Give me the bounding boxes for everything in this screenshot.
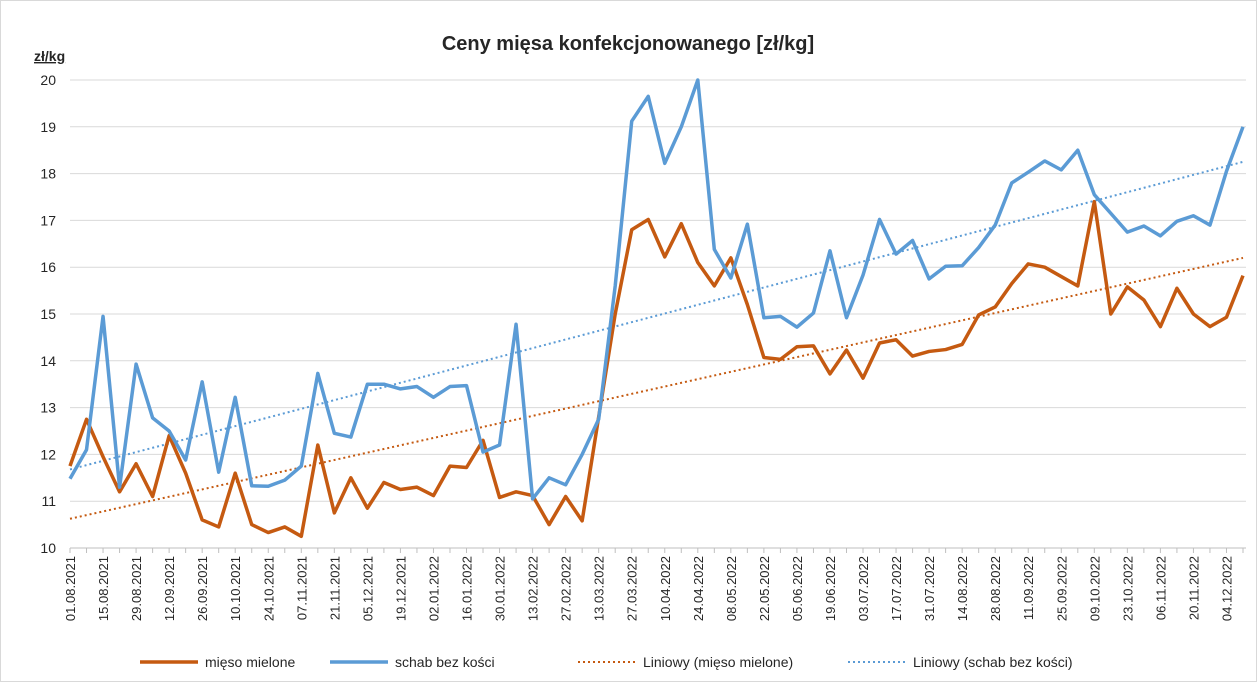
x-tick-label: 29.08.2021 bbox=[129, 556, 144, 621]
x-tick-label: 27.02.2022 bbox=[559, 556, 574, 621]
x-tick-label: 23.10.2022 bbox=[1120, 556, 1135, 621]
y-tick-label: 13 bbox=[40, 400, 56, 416]
legend-label: Liniowy (mięso mielone) bbox=[643, 654, 793, 670]
chart-title: Ceny mięsa konfekcjonowanego [zł/kg] bbox=[442, 33, 814, 55]
x-tick-label: 25.09.2022 bbox=[1054, 556, 1069, 621]
x-tick-label: 16.01.2022 bbox=[460, 556, 475, 621]
x-tick-label: 19.12.2021 bbox=[393, 556, 408, 621]
x-tick-label: 30.01.2022 bbox=[493, 556, 508, 621]
x-tick-label: 10.10.2021 bbox=[228, 556, 243, 621]
x-tick-label: 17.07.2022 bbox=[889, 556, 904, 621]
x-tick-label: 21.11.2021 bbox=[327, 556, 342, 620]
x-tick-label: 22.05.2022 bbox=[757, 556, 772, 621]
y-tick-label: 19 bbox=[40, 119, 56, 135]
legend-label: mięso mielone bbox=[205, 654, 295, 670]
series-line bbox=[68, 199, 1245, 539]
x-tick-label: 24.10.2021 bbox=[261, 556, 276, 621]
x-tick-label: 19.06.2022 bbox=[823, 556, 838, 621]
x-tick-label: 31.07.2022 bbox=[922, 556, 937, 621]
x-tick-label: 04.12.2022 bbox=[1219, 556, 1234, 621]
x-tick-label: 24.04.2022 bbox=[691, 556, 706, 621]
legend-label: schab bez kości bbox=[395, 654, 495, 670]
y-tick-label: 11 bbox=[41, 493, 56, 509]
y-tick-label: 18 bbox=[40, 166, 56, 182]
x-tick-label: 27.03.2022 bbox=[625, 556, 640, 621]
x-tick-label: 08.05.2022 bbox=[724, 556, 739, 621]
x-tick-label: 05.12.2021 bbox=[360, 556, 375, 621]
y-tick-label: 12 bbox=[40, 446, 56, 462]
x-tick-label: 13.02.2022 bbox=[526, 556, 541, 621]
y-tick-label: 10 bbox=[40, 540, 56, 556]
x-tick-label: 26.09.2021 bbox=[195, 556, 210, 621]
trend-line bbox=[69, 256, 1244, 520]
x-tick-label: 07.11.2021 bbox=[294, 556, 309, 620]
x-tick-label: 05.06.2022 bbox=[790, 556, 805, 621]
y-tick-label: 16 bbox=[40, 259, 56, 275]
x-tick-label: 28.08.2022 bbox=[988, 556, 1003, 621]
x-tick-label: 12.09.2021 bbox=[162, 556, 177, 621]
x-tick-label: 02.01.2022 bbox=[426, 556, 441, 621]
y-tick-label: 15 bbox=[40, 306, 56, 322]
y-tick-label: 14 bbox=[40, 353, 56, 369]
x-tick-label: 20.11.2022 bbox=[1186, 556, 1201, 620]
x-tick-label: 14.08.2022 bbox=[955, 556, 970, 621]
series-line bbox=[68, 78, 1245, 501]
x-tick-label: 13.03.2022 bbox=[592, 556, 607, 621]
x-tick-label: 06.11.2022 bbox=[1153, 556, 1168, 620]
x-tick-label: 11.09.2022 bbox=[1021, 556, 1036, 620]
legend-label: Liniowy (schab bez kości) bbox=[913, 654, 1073, 670]
y-axis-label: zł/kg bbox=[34, 48, 65, 64]
x-tick-label: 01.08.2021 bbox=[63, 556, 78, 621]
trend-line bbox=[69, 160, 1244, 471]
x-tick-label: 03.07.2022 bbox=[856, 556, 871, 621]
x-tick-label: 15.08.2021 bbox=[96, 556, 111, 621]
y-tick-label: 17 bbox=[40, 212, 56, 228]
x-tick-label: 10.04.2022 bbox=[658, 556, 673, 621]
x-tick-label: 09.10.2022 bbox=[1087, 556, 1102, 621]
y-tick-label: 20 bbox=[40, 72, 56, 88]
